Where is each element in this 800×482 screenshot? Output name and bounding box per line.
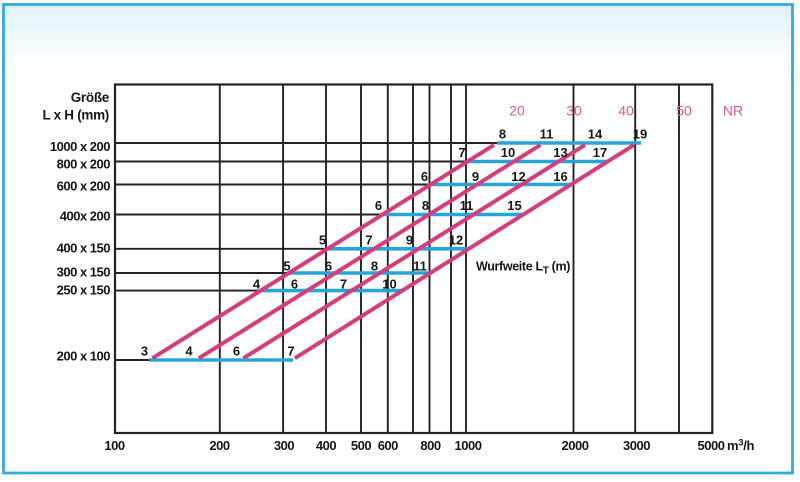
svg-text:30: 30	[566, 103, 582, 119]
svg-text:12: 12	[449, 232, 463, 247]
svg-text:L x H (mm): L x H (mm)	[42, 108, 109, 123]
svg-text:17: 17	[593, 145, 607, 160]
svg-text:11: 11	[460, 198, 474, 213]
svg-text:9: 9	[472, 169, 479, 184]
svg-text:400x 200: 400x 200	[60, 209, 110, 224]
svg-text:3: 3	[141, 344, 148, 359]
svg-text:200: 200	[209, 438, 229, 453]
svg-text:7: 7	[365, 232, 372, 247]
svg-text:6: 6	[233, 344, 240, 359]
svg-text:7: 7	[287, 344, 294, 359]
svg-text:1000 x 200: 1000 x 200	[50, 139, 110, 154]
svg-text:300: 300	[274, 438, 294, 453]
svg-text:11: 11	[413, 258, 427, 273]
svg-text:600: 600	[378, 438, 398, 453]
svg-text:40: 40	[618, 103, 634, 119]
svg-text:6: 6	[375, 198, 382, 213]
svg-text:300 x 150: 300 x 150	[57, 265, 111, 280]
svg-text:500: 500	[351, 438, 371, 453]
svg-text:9: 9	[406, 232, 413, 247]
svg-text:100: 100	[104, 438, 124, 453]
svg-text:13: 13	[553, 145, 567, 160]
svg-text:250 x 150: 250 x 150	[57, 283, 111, 298]
svg-text:10: 10	[382, 276, 396, 291]
svg-text:8: 8	[422, 198, 429, 213]
svg-text:400 x 150: 400 x 150	[57, 241, 111, 256]
svg-text:400: 400	[316, 438, 336, 453]
svg-text:200 x 100: 200 x 100	[57, 349, 111, 364]
svg-text:Größe: Größe	[71, 90, 110, 105]
svg-text:10: 10	[501, 145, 515, 160]
svg-text:20: 20	[509, 103, 525, 119]
svg-text:7: 7	[458, 145, 465, 160]
svg-text:m3/h: m3/h	[727, 438, 755, 454]
svg-text:6: 6	[421, 169, 428, 184]
svg-text:3000: 3000	[623, 438, 650, 453]
svg-text:19: 19	[633, 127, 647, 142]
svg-text:5: 5	[283, 258, 290, 273]
svg-text:8: 8	[499, 127, 506, 142]
svg-text:15: 15	[507, 198, 521, 213]
svg-text:1000: 1000	[455, 438, 482, 453]
svg-text:6: 6	[325, 258, 332, 273]
svg-text:600 x 200: 600 x 200	[57, 179, 111, 194]
svg-text:7: 7	[340, 276, 347, 291]
svg-text:NR: NR	[723, 103, 743, 119]
svg-text:8: 8	[371, 258, 378, 273]
svg-text:16: 16	[553, 169, 567, 184]
svg-text:14: 14	[588, 127, 603, 142]
svg-text:4: 4	[185, 344, 193, 359]
svg-text:12: 12	[511, 169, 525, 184]
svg-text:5: 5	[319, 232, 326, 247]
svg-text:2000: 2000	[562, 438, 589, 453]
svg-text:11: 11	[540, 127, 554, 142]
svg-text:5000: 5000	[698, 438, 725, 453]
svg-text:50: 50	[676, 103, 692, 119]
svg-text:800: 800	[420, 438, 440, 453]
svg-text:800 x 200: 800 x 200	[57, 157, 111, 172]
svg-text:4: 4	[253, 276, 261, 291]
svg-text:6: 6	[291, 276, 298, 291]
